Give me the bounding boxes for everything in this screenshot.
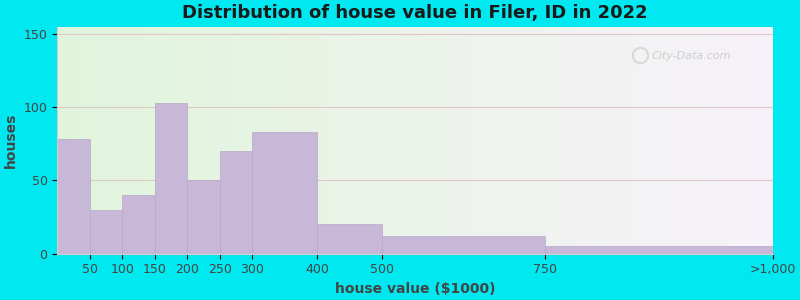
Bar — [58, 139, 90, 254]
Bar — [545, 246, 773, 254]
Bar — [155, 103, 187, 254]
Title: Distribution of house value in Filer, ID in 2022: Distribution of house value in Filer, ID… — [182, 4, 648, 22]
Bar — [220, 151, 253, 254]
Bar — [90, 210, 122, 254]
Y-axis label: houses: houses — [4, 112, 18, 168]
Bar — [318, 224, 382, 254]
Bar — [382, 236, 545, 254]
Bar — [187, 180, 220, 254]
X-axis label: house value ($1000): house value ($1000) — [334, 282, 495, 296]
Bar — [253, 132, 318, 254]
Text: City-Data.com: City-Data.com — [651, 51, 730, 61]
Bar — [122, 195, 155, 254]
